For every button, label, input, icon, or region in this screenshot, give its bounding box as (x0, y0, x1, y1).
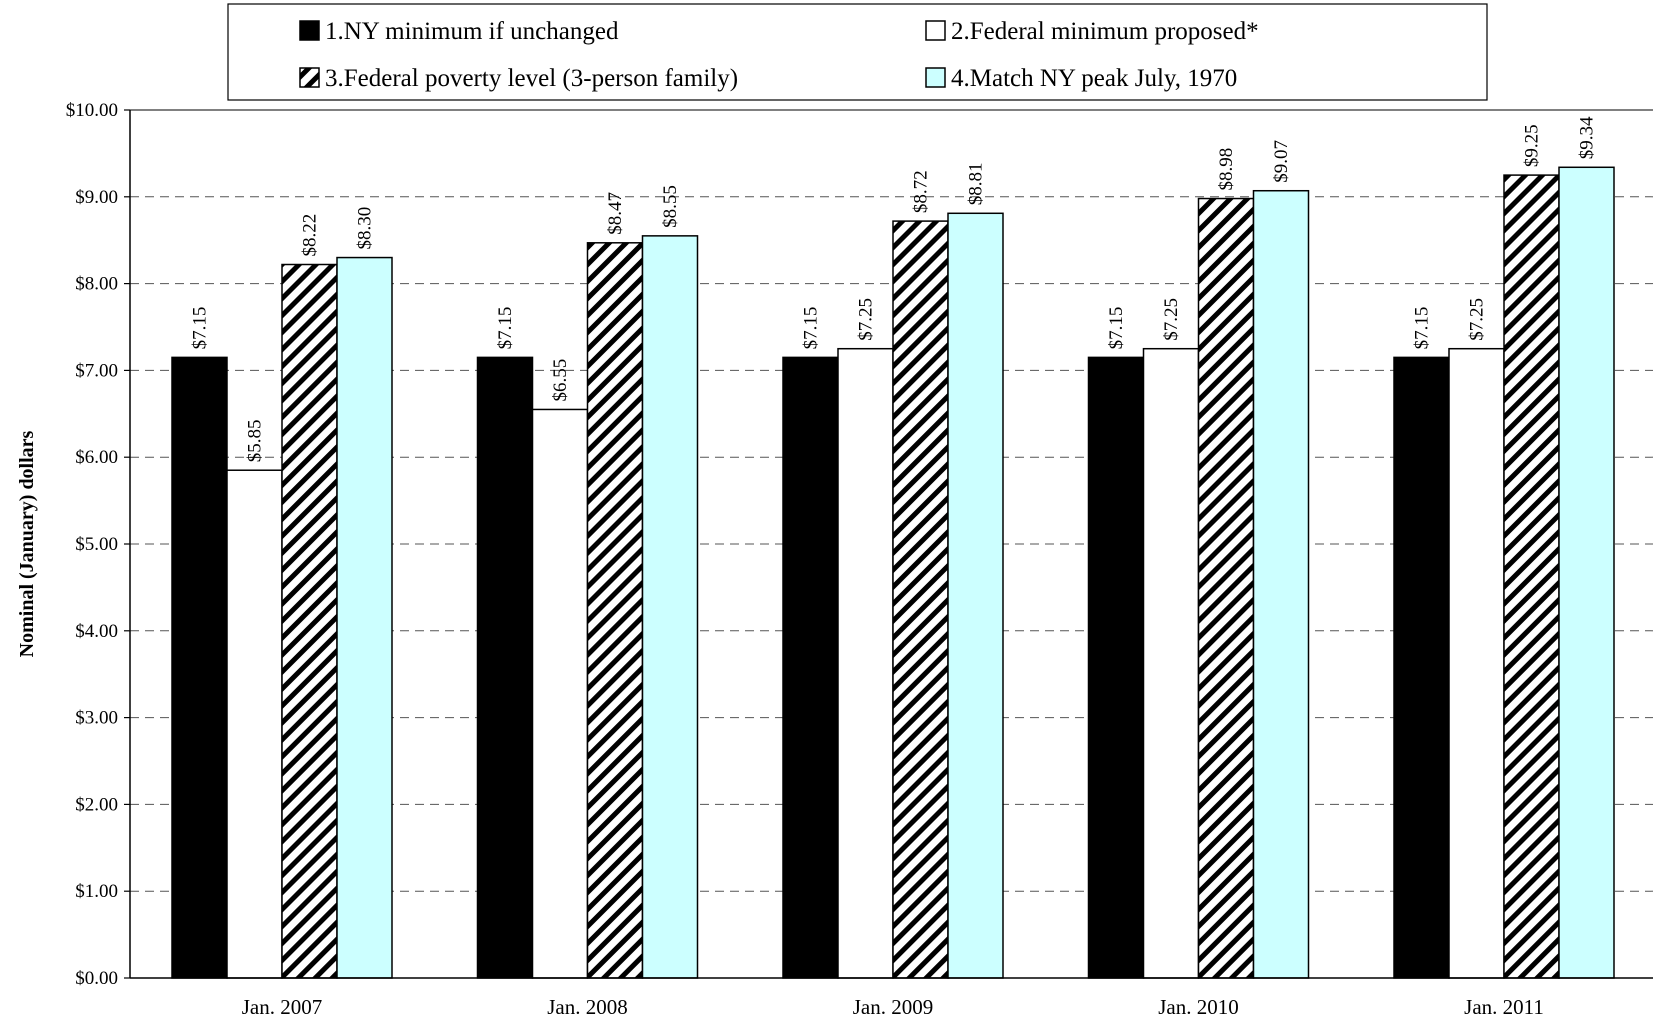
y-tick-label: $0.00 (75, 968, 118, 989)
legend-label: 2.Federal minimum proposed* (951, 18, 1259, 45)
bar-s2-4 (1448, 347, 1505, 979)
bar-s1-3 (1087, 356, 1145, 979)
data-label: $7.15 (190, 307, 211, 350)
bar-s4-3 (1252, 189, 1310, 979)
legend: 1.NY minimum if unchanged 2.Federal minim… (227, 3, 1488, 101)
data-label: $8.22 (300, 214, 321, 257)
y-tick-label: $10.00 (66, 100, 118, 121)
legend-swatch (299, 20, 320, 41)
bar-s4-0 (336, 256, 393, 979)
y-tick-label: $4.00 (75, 621, 118, 642)
y-axis-title: Nominal (January) dollars (16, 430, 38, 657)
data-label: $8.47 (605, 192, 626, 235)
bar-s1-0 (171, 356, 228, 979)
data-label: $8.81 (966, 163, 987, 206)
data-label: $8.30 (355, 207, 376, 250)
bar-s4-1 (641, 235, 699, 979)
data-label: $5.85 (245, 419, 266, 462)
bar-s3-0 (281, 263, 338, 979)
y-tick-label: $1.00 (75, 881, 118, 902)
data-label: $9.34 (1577, 116, 1598, 159)
bars (171, 166, 1615, 979)
x-tick-label: Jan. 2010 (1158, 995, 1239, 1019)
bar-s2-2 (837, 347, 894, 979)
axes: $0.00 $1.00 $2.00 $3.00 $4.00 $5.00 $6.00 $7.00… (16, 100, 1653, 1019)
data-label: $9.07 (1271, 140, 1292, 183)
legend-label: 4.Match NY peak July, 1970 (951, 65, 1237, 92)
data-label: $6.55 (550, 359, 571, 402)
data-label: $7.25 (856, 298, 877, 341)
bar-s2-1 (531, 408, 589, 979)
bar-s1-4 (1393, 356, 1450, 979)
y-tick-label: $6.00 (75, 447, 118, 468)
bar-s3-4 (1503, 174, 1560, 979)
bar-s2-0 (226, 469, 283, 979)
x-tick-label: Jan. 2009 (853, 995, 934, 1019)
data-label: $7.15 (1106, 307, 1127, 350)
bar-s3-1 (586, 242, 644, 979)
bar-s1-1 (476, 356, 534, 979)
bar-s4-2 (947, 212, 1004, 979)
y-tick-label: $8.00 (75, 274, 118, 295)
data-labels: $7.15 $5.85 $8.22 $8.30 $7.15 $6.55 $8.47 $8.55… (190, 116, 1598, 462)
data-label: $7.25 (1161, 298, 1182, 341)
legend-box (227, 3, 1488, 101)
legend-swatch (299, 67, 320, 88)
bar-s3-3 (1197, 197, 1255, 979)
bar-s1-2 (782, 356, 839, 979)
x-tick-label: Jan. 2007 (242, 995, 323, 1019)
legend-label: 3.Federal poverty level (3-person family… (325, 65, 738, 92)
y-tick-label: $3.00 (75, 708, 118, 729)
bar-s3-2 (892, 220, 949, 979)
x-tick-label: Jan. 2011 (1464, 995, 1544, 1019)
data-label: $8.98 (1216, 148, 1237, 191)
data-label: $7.15 (801, 307, 822, 350)
legend-swatch (925, 20, 946, 41)
bar-s4-4 (1558, 166, 1615, 979)
y-tick-label: $2.00 (75, 794, 118, 815)
y-tick-label: $9.00 (75, 187, 118, 208)
data-label: $7.25 (1467, 298, 1488, 341)
y-tick-label: $7.00 (75, 360, 118, 381)
data-label: $8.55 (660, 185, 681, 228)
bar-s2-3 (1142, 347, 1200, 979)
data-label: $7.15 (495, 307, 516, 350)
data-label: $7.15 (1412, 307, 1433, 350)
legend-label: 1.NY minimum if unchanged (325, 18, 619, 45)
x-tick-label: Jan. 2008 (547, 995, 628, 1019)
y-tick-label: $5.00 (75, 534, 118, 555)
data-label: $9.25 (1522, 124, 1543, 167)
data-label: $8.72 (911, 170, 932, 213)
legend-swatch (925, 67, 946, 88)
